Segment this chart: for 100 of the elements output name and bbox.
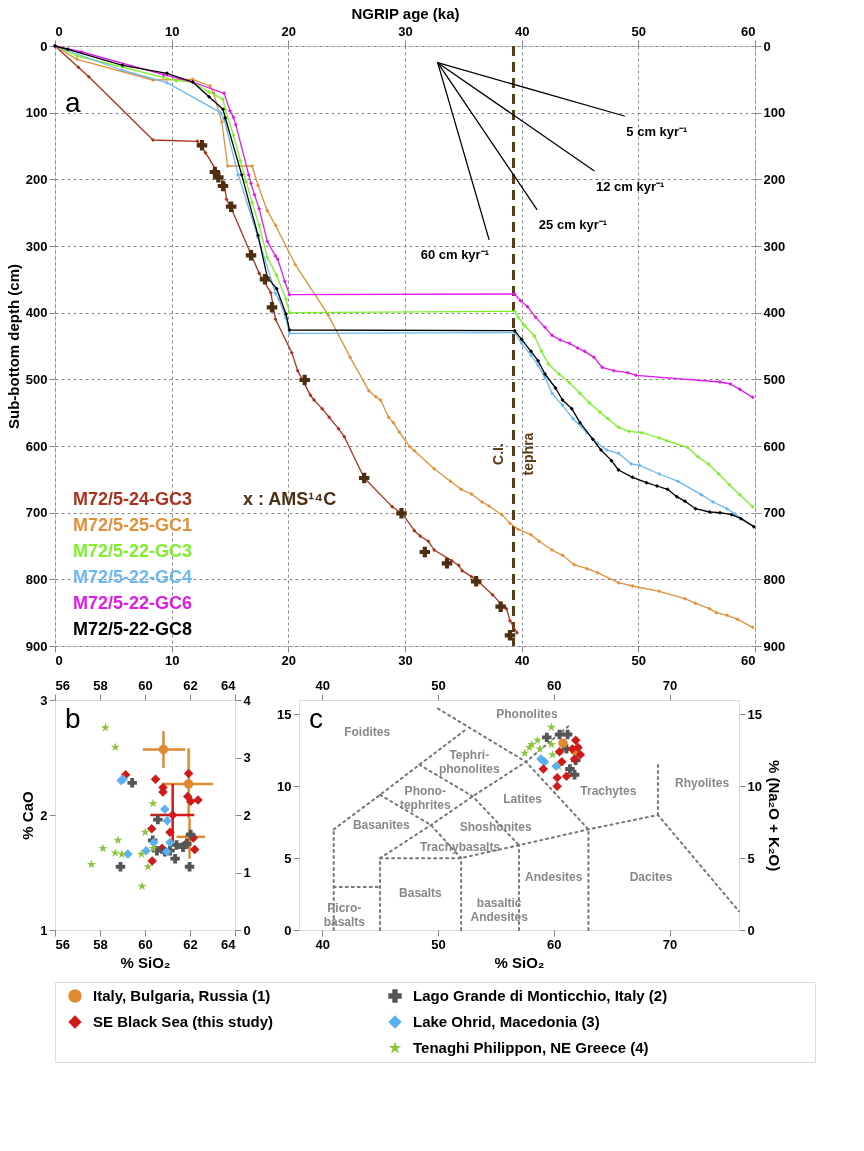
y2-tick-label: 0 — [243, 922, 251, 938]
annotation: Foidites — [344, 724, 391, 739]
y-tick-label: 2 — [40, 807, 48, 823]
y2-tick-label: 3 — [243, 750, 251, 765]
x-tick-label: 20 — [281, 652, 297, 668]
annotation: Tephri- phonolites — [438, 747, 500, 776]
x-tick-label: 64 — [221, 936, 237, 952]
text: M72/5-24-GC3 — [73, 489, 193, 509]
x-tick-label: 60 — [547, 936, 562, 952]
y-tick-label: 0 — [284, 922, 292, 938]
x2-tick-label: 40 — [315, 677, 330, 693]
legend-label: Italy, Bulgaria, Russia (1) — [93, 987, 271, 1004]
y-tick-label: 800 — [25, 571, 48, 587]
text: M72/5-22-GC3 — [73, 541, 193, 561]
x2-axis-title: NGRIP age (ka) — [351, 4, 460, 22]
y2-tick-label: 700 — [763, 505, 786, 521]
y2-tick-label: 900 — [763, 638, 786, 654]
x2-tick-label: 50 — [431, 677, 446, 693]
annotation: Trachybasalts — [420, 839, 501, 854]
x2-tick-label: 60 — [138, 677, 153, 693]
series-label: 5 cm kyr⁻¹ — [626, 124, 688, 139]
x2-tick-label: 58 — [93, 677, 108, 693]
y2-tick-label: 600 — [763, 438, 786, 454]
y2-tick-label: 400 — [763, 305, 786, 321]
x-tick-label: 60 — [138, 936, 153, 952]
x-tick-label: 40 — [514, 652, 530, 668]
x-tick-label: 60 — [741, 652, 756, 668]
y-tick-label: 500 — [25, 371, 48, 387]
x-tick-label: 70 — [662, 936, 678, 952]
x2-tick-label: 10 — [164, 23, 180, 39]
x-tick-label: 40 — [315, 936, 330, 952]
x-tick-label: 30 — [398, 652, 413, 668]
legend-label: Lago Grande di Monticchio, Italy (2) — [413, 987, 668, 1004]
y-tick-label: 700 — [25, 505, 48, 521]
annotation: Basalts — [399, 885, 443, 900]
x-axis-title: % SiO₂ — [494, 953, 545, 971]
y2-tick-label: 300 — [763, 238, 786, 254]
y2-tick-label: 10 — [747, 778, 762, 794]
y-tick-label: 5 — [284, 850, 292, 866]
y-tick-label: 10 — [277, 778, 292, 794]
x2-tick-label: 64 — [221, 677, 237, 693]
x2-tick-label: 56 — [55, 677, 70, 693]
text: M72/5-22-GC6 — [73, 593, 193, 613]
annotation: b — [65, 703, 81, 734]
series-label: 12 cm kyr⁻¹ — [596, 178, 665, 194]
y-tick-label: 400 — [25, 305, 48, 321]
annotation: Phono- tephrites — [399, 783, 451, 812]
series-label: x : AMS¹⁴C — [243, 489, 337, 509]
ref-line-label: C.I. tephra — [489, 432, 536, 476]
x2-tick-label: 70 — [662, 677, 678, 693]
text: M72/5-22-GC8 — [73, 619, 193, 639]
annotation: c — [309, 703, 323, 734]
series-label: 60 cm kyr⁻¹ — [420, 247, 489, 263]
x2-tick-label: 60 — [547, 677, 562, 693]
y-tick-label: 1 — [40, 922, 48, 938]
x2-tick-label: 50 — [631, 23, 647, 39]
annotation: Andesites — [525, 869, 583, 884]
legend-label: Tenaghi Philippon, NE Greece (4) — [413, 1039, 649, 1056]
x2-tick-label: 30 — [398, 23, 413, 39]
x-tick-label: 50 — [431, 936, 446, 952]
y2-tick-label: 0 — [763, 38, 771, 54]
x-tick-label: 10 — [164, 652, 180, 668]
x-tick-label: 62 — [183, 936, 198, 952]
y2-tick-label: 2 — [243, 807, 251, 823]
y2-tick-label: 1 — [243, 865, 251, 880]
y-tick-label: 600 — [25, 438, 48, 454]
y2-tick-label: 4 — [243, 692, 252, 708]
annotation: Latites — [503, 792, 543, 807]
y2-tick-label: 500 — [763, 371, 786, 387]
y-axis-title: Sub-bottom depth (cm) — [4, 264, 22, 429]
annotation: basaltic Andesites — [470, 895, 529, 924]
y-tick-label: 15 — [277, 706, 292, 722]
legend-label: Lake Ohrid, Macedonia (3) — [413, 1013, 600, 1030]
y-tick-label: 900 — [25, 638, 48, 654]
x-tick-label: 50 — [631, 652, 647, 668]
x2-tick-label: 20 — [281, 23, 297, 39]
y2-axis-title: % (Na₂O + K₂O) — [765, 759, 783, 872]
y2-tick-label: 0 — [747, 922, 755, 938]
y2-tick-label: 800 — [763, 571, 786, 587]
x-tick-label: 58 — [93, 936, 108, 952]
text: M72/5-25-GC1 — [73, 515, 193, 535]
x2-tick-label: 60 — [741, 23, 756, 39]
y-tick-label: 200 — [25, 171, 48, 187]
y-axis-title: % CaO — [19, 791, 37, 840]
annotation: Rhyolites — [675, 776, 730, 791]
y-tick-label: 100 — [25, 105, 48, 121]
legend-label: SE Black Sea (this study) — [93, 1013, 274, 1030]
annotation: Picro- basalts — [323, 901, 366, 930]
series-label: 25 cm kyr⁻¹ — [538, 217, 608, 233]
annotation: Phonolites — [496, 707, 558, 722]
y-tick-label: 300 — [25, 238, 48, 254]
y2-tick-label: 15 — [747, 706, 762, 722]
x-axis-title: % SiO₂ — [120, 953, 171, 971]
annotation: Basanites — [352, 818, 410, 833]
y2-tick-label: 100 — [763, 105, 786, 121]
x-tick-label: 56 — [55, 936, 70, 952]
x2-tick-label: 62 — [183, 677, 198, 693]
x2-tick-label: 40 — [514, 23, 530, 39]
y-tick-label: 0 — [40, 38, 48, 54]
annotation: Shoshonites — [459, 819, 532, 834]
